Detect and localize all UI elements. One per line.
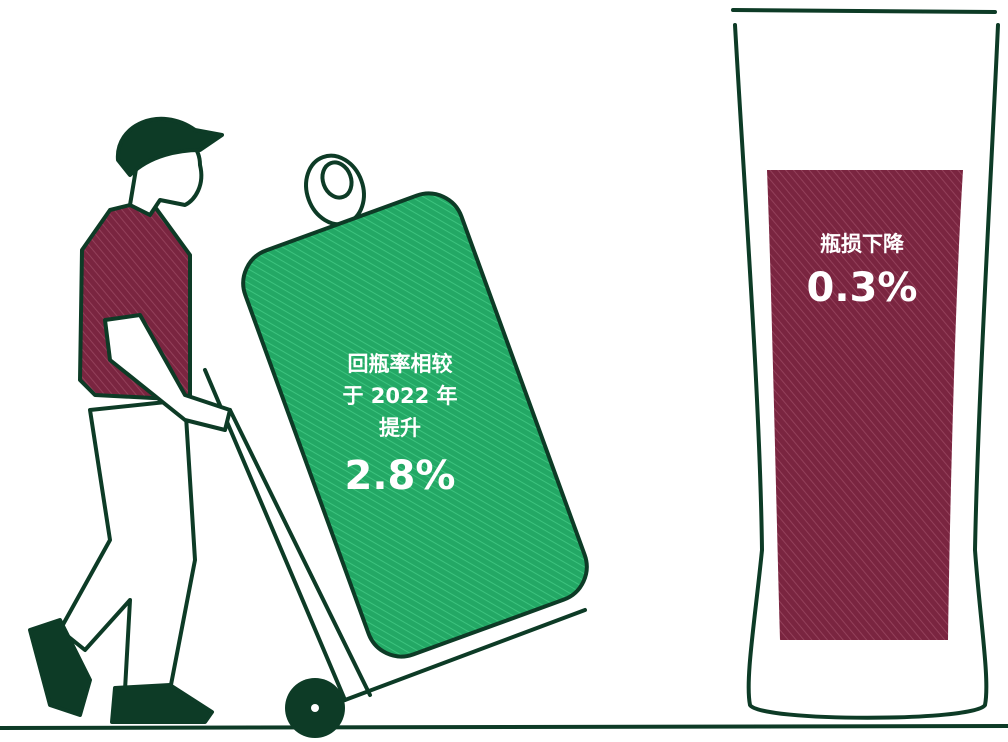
shoe <box>28 618 92 717</box>
shoe <box>110 683 214 724</box>
cart-frame <box>228 408 372 697</box>
glass-label: 瓶损下降 <box>820 232 905 256</box>
can-line: 提升 <box>379 416 421 440</box>
ground <box>0 724 1008 730</box>
can-line: 于 2022 年 <box>342 384 457 408</box>
wheel-hub <box>311 704 319 712</box>
pants <box>58 398 197 692</box>
glass <box>731 8 1000 720</box>
glass-figure: 0.3% <box>807 265 918 311</box>
can-tab-hole <box>320 160 354 200</box>
glass-fill <box>767 170 963 640</box>
cart-base <box>343 608 587 702</box>
can-line: 回瓶率相较 <box>348 352 453 376</box>
can-figure: 2.8% <box>345 453 456 499</box>
can <box>241 191 589 659</box>
arm <box>103 313 232 432</box>
cap <box>115 116 224 177</box>
cart-frame <box>203 368 347 702</box>
